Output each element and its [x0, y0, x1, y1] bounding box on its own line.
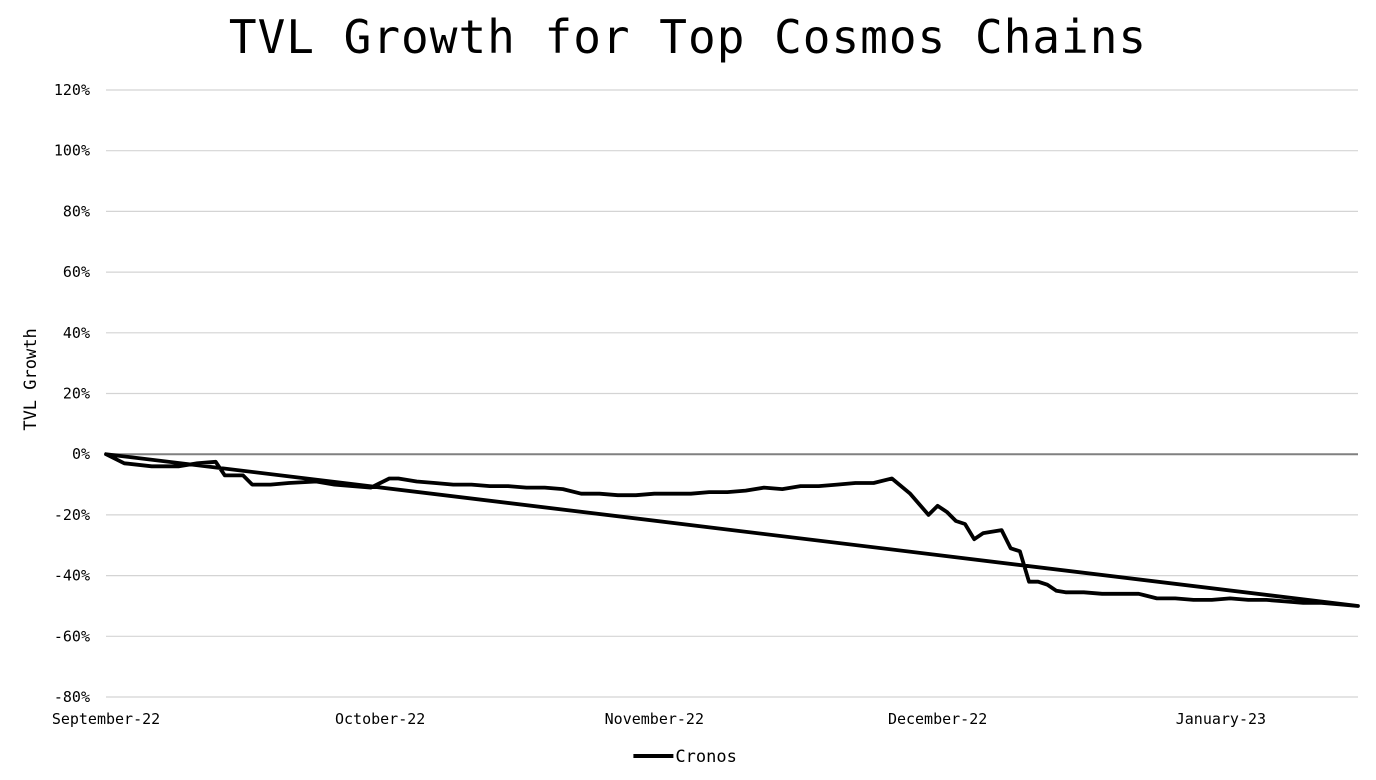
x-tick-label: January-23 [1176, 710, 1266, 728]
series-line-cronos [104, 452, 1360, 608]
chart-title: TVL Growth for Top Cosmos Chains [228, 10, 1148, 64]
series-lines [104, 452, 1360, 608]
x-tick-label: September-22 [52, 710, 160, 728]
x-tick-label: October-22 [335, 710, 425, 728]
y-tick-label: 80% [63, 202, 90, 220]
legend: Cronos [633, 747, 737, 767]
y-tick-label: -20% [54, 506, 90, 524]
y-tick-label: -40% [54, 567, 90, 585]
gridlines [106, 89, 1358, 698]
y-tick-label: 120% [54, 81, 90, 99]
axes: 120% 100% 80% 60% 40% 20% 0% -20% -40% -60% -80% Se… [21, 81, 1266, 728]
x-tick-label: December-22 [888, 710, 987, 728]
y-tick-label: -80% [54, 688, 90, 706]
legend-label: Cronos [675, 747, 736, 767]
y-tick-label: 100% [54, 142, 90, 160]
y-tick-label: -60% [54, 627, 90, 645]
y-tick-label: 60% [63, 263, 90, 281]
y-tick-label: 40% [63, 324, 90, 342]
x-tick-label: November-22 [605, 710, 704, 728]
y-tick-label: 0% [72, 445, 90, 463]
legend-item-cronos: Cronos [633, 747, 737, 767]
y-tick-label: 20% [63, 385, 90, 403]
y-axis-label: TVL Growth [21, 328, 41, 430]
